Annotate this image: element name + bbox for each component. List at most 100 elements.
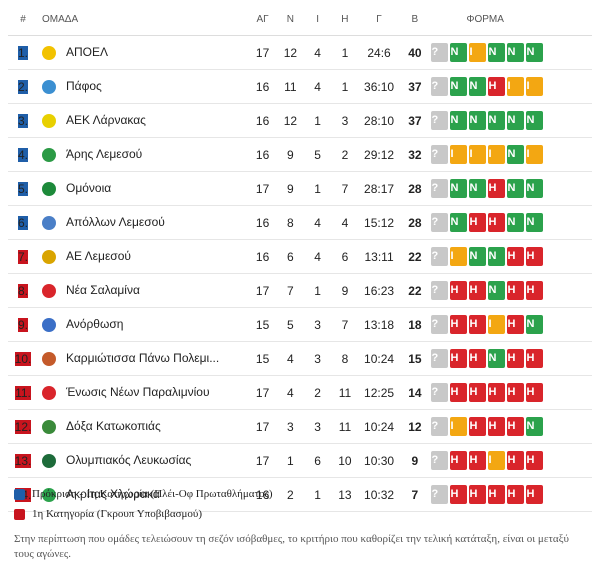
column-header: # [8,3,38,36]
team-row: 5. Ομόνοια 17 9 1 7 28:17 28? N N H N N [8,171,592,206]
team-logo [41,113,56,128]
stat-cell: 22 [399,239,431,274]
form-badge: N [469,111,487,130]
rank-badge: 4. [17,147,28,162]
team-row: 2. Πάφος 16 11 4 1 36:10 37? N N H I I [8,69,592,104]
stat-cell: 16 [248,103,277,138]
stat-cell: 8 [276,205,305,240]
team-name: ΑΕΚ Λάρνακας [65,113,146,128]
stat-cell: 17 [248,409,277,444]
stat-cell: 28 [399,205,431,240]
rank-cell: 7. [8,239,38,274]
form-badge: N [507,43,525,62]
legend: Πρόκριση - 1η Κατηγορία (Πλέι-Οφ Πρωταθλ… [14,484,273,524]
form-badge: H [488,383,506,402]
stat-cell: 8 [331,341,359,376]
stat-cell: 37 [399,103,431,138]
stat-cell: 1 [304,171,332,206]
stat-cell: 7 [331,171,359,206]
team-row: 12. Δόξα Κατωκοπιάς 17 3 3 11 10:24 12? I H H H N [8,409,592,444]
stat-cell: 7 [399,477,431,512]
team-logo [41,249,56,264]
form-badge: N [488,281,506,300]
form-badge: N [526,417,544,436]
team-logo [41,419,56,434]
form-badge: H [488,485,506,504]
stat-cell: 2 [276,477,305,512]
stat-cell: 16 [248,239,277,274]
stat-cell: 16 [248,69,277,104]
form-badge: I [488,451,506,470]
stat-cell: 12 [276,35,305,70]
stat-cell: 4 [304,35,332,70]
stat-cell: 3 [304,341,332,376]
team-cell: ΑΠΟΕΛ [37,35,249,70]
stat-cell: 17 [248,443,277,478]
form-badge: H [469,349,487,368]
stat-cell: 16 [248,477,277,512]
stat-cell: 15:12 [358,205,400,240]
form-badge: H [507,417,525,436]
form-badge: I [469,145,487,164]
legend-item: Πρόκριση - 1η Κατηγορία (Πλέι-Οφ Πρωταθλ… [14,484,273,504]
stat-cell: 17 [248,273,277,308]
form-badge: H [507,247,525,266]
form-badge: H [507,485,525,504]
team-row: 9. Ανόρθωση 15 5 3 7 13:18 18? H H I H N [8,307,592,342]
stat-cell: 29:12 [358,137,400,172]
form-badge: N [488,247,506,266]
stat-cell: 13:11 [358,239,400,274]
stat-cell: 1 [304,477,332,512]
form-cell: ? H H I H N [430,307,592,342]
rank-cell: 4. [8,137,38,172]
form-badge: H [526,281,544,300]
form-badge: I [450,145,468,164]
stat-cell: 18 [399,307,431,342]
form-cell: ? N N H N N [430,171,592,206]
stat-cell: 6 [276,239,305,274]
rank-badge: 3. [17,113,28,128]
rank-cell: 9. [8,307,38,342]
stat-cell: 7 [331,307,359,342]
stat-cell: 10:24 [358,409,400,444]
column-header: Ι [304,3,332,36]
team-cell: Δόξα Κατωκοπιάς [37,409,249,444]
form-badge: ? [431,349,449,368]
stat-cell: 6 [304,443,332,478]
stat-cell: 13 [331,477,359,512]
team-logo [41,385,56,400]
team-name: Ομόνοια [65,181,112,196]
form-badge: H [469,417,487,436]
form-badge: N [526,315,544,334]
team-logo [41,147,56,162]
stat-cell: 11 [331,409,359,444]
form-badge: I [488,145,506,164]
form-badge: H [526,349,544,368]
form-cell: ? H H H H H [430,477,592,512]
form-badge: N [507,179,525,198]
form-badge: N [488,111,506,130]
legend-swatch [14,488,25,500]
stat-cell: 4 [304,239,332,274]
team-logo [41,45,56,60]
stat-cell: 1 [331,69,359,104]
form-badge: ? [431,383,449,402]
legend-text: Πρόκριση - 1η Κατηγορία (Πλέι-Οφ Πρωταθλ… [32,488,273,500]
form-badge: N [469,179,487,198]
stat-cell: 3 [304,409,332,444]
rank-badge: 6. [17,215,28,230]
team-logo [41,283,56,298]
stat-cell: 12 [276,103,305,138]
rank-cell: 3. [8,103,38,138]
form-badge: H [526,485,544,504]
form-badge: H [526,247,544,266]
form-badge: H [526,451,544,470]
legend-item: 1η Κατηγορία (Γκρουπ Υποβιβασμού) [14,504,273,524]
team-cell: Ακρίτας Χλώρακα [37,477,249,512]
team-row: 7. ΑΕ Λεμεσού 16 6 4 6 13:11 22? I N N H H [8,239,592,274]
form-badge: I [526,145,544,164]
legend-text: 1η Κατηγορία (Γκρουπ Υποβιβασμού) [32,508,203,520]
form-badge: N [450,43,468,62]
team-cell: Ολυμπιακός Λευκωσίας [37,443,249,478]
rank-badge: 11. [15,385,31,400]
